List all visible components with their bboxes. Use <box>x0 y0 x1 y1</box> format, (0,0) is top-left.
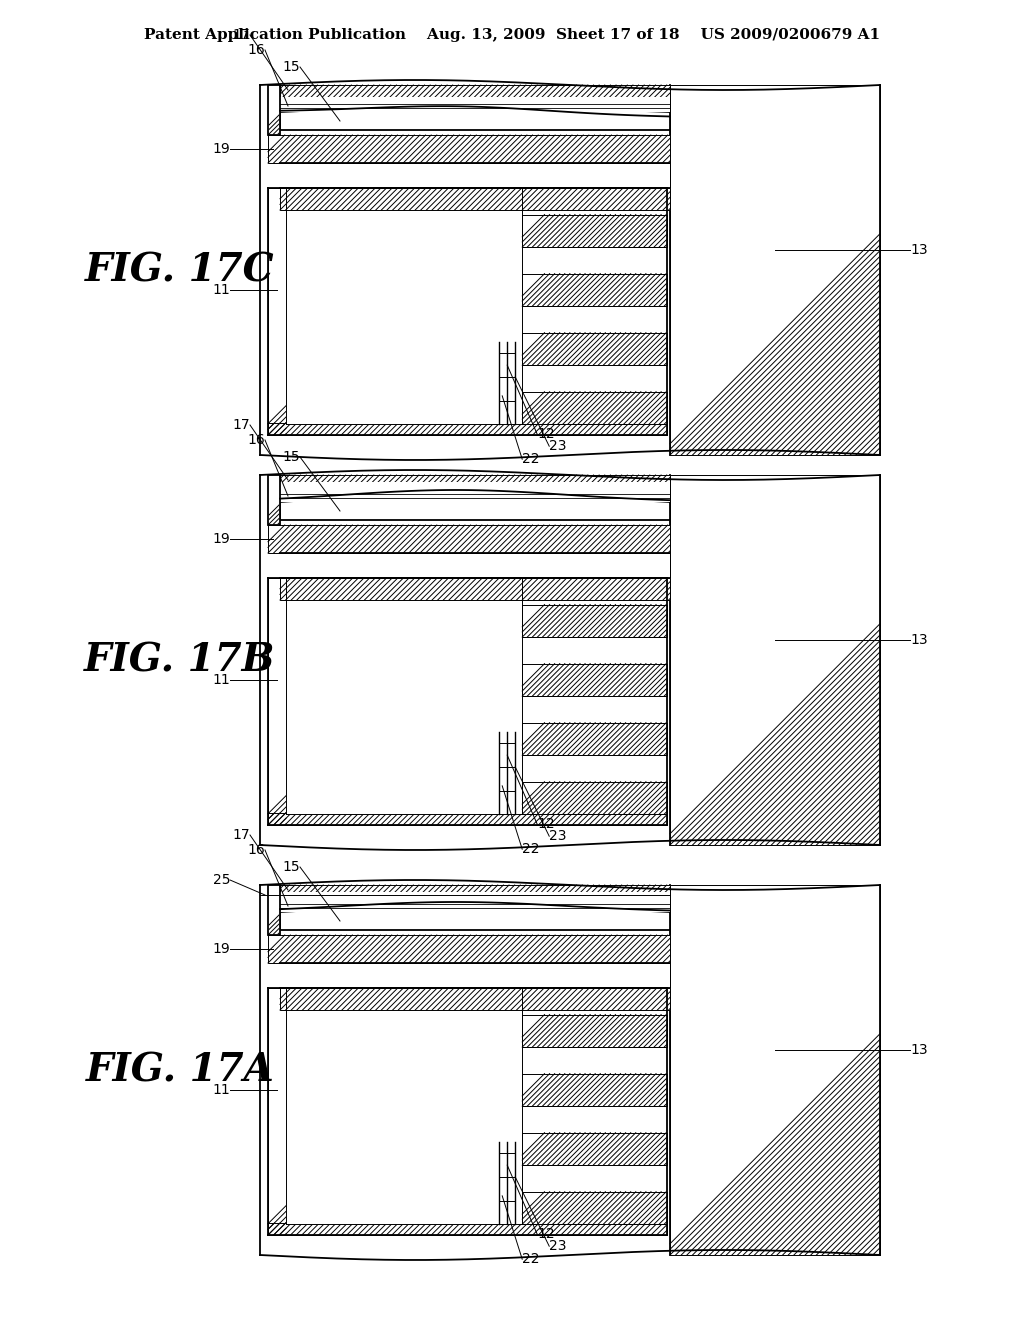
Polygon shape <box>286 187 667 424</box>
Text: 11: 11 <box>212 282 230 297</box>
Text: 23: 23 <box>549 829 566 843</box>
Text: 13: 13 <box>910 634 928 647</box>
Polygon shape <box>268 987 286 1236</box>
Polygon shape <box>280 964 670 987</box>
Polygon shape <box>670 884 880 1255</box>
Text: 17: 17 <box>232 828 250 842</box>
Text: 22: 22 <box>522 453 540 466</box>
Polygon shape <box>268 84 280 135</box>
Polygon shape <box>280 900 670 912</box>
Polygon shape <box>280 187 670 210</box>
Text: FIG. 17C: FIG. 17C <box>85 251 274 289</box>
Polygon shape <box>280 902 670 931</box>
Polygon shape <box>280 162 670 187</box>
Text: 22: 22 <box>522 1253 540 1266</box>
Text: 11: 11 <box>212 673 230 686</box>
Polygon shape <box>280 987 670 1010</box>
Polygon shape <box>280 884 670 900</box>
Polygon shape <box>522 392 667 424</box>
Text: 16: 16 <box>247 433 265 447</box>
Polygon shape <box>280 96 670 112</box>
Polygon shape <box>280 553 670 578</box>
Polygon shape <box>522 664 667 696</box>
Polygon shape <box>268 135 670 162</box>
Polygon shape <box>268 1224 667 1236</box>
Text: FIG. 17A: FIG. 17A <box>86 1051 274 1089</box>
Polygon shape <box>522 722 667 755</box>
Polygon shape <box>522 1192 667 1224</box>
Text: 19: 19 <box>212 942 230 956</box>
Text: Patent Application Publication    Aug. 13, 2009  Sheet 17 of 18    US 2009/02006: Patent Application Publication Aug. 13, … <box>144 28 880 42</box>
Polygon shape <box>522 1073 667 1106</box>
Text: 17: 17 <box>232 418 250 432</box>
Polygon shape <box>670 84 880 455</box>
Text: FIG. 17B: FIG. 17B <box>84 642 275 678</box>
Text: 23: 23 <box>549 1239 566 1253</box>
Text: 23: 23 <box>549 440 566 453</box>
Polygon shape <box>280 892 670 912</box>
Polygon shape <box>280 100 670 112</box>
Text: 12: 12 <box>538 1228 555 1241</box>
Polygon shape <box>286 987 667 1224</box>
Text: 16: 16 <box>247 44 265 57</box>
Polygon shape <box>522 215 667 247</box>
Polygon shape <box>268 578 286 825</box>
Polygon shape <box>268 884 280 935</box>
Polygon shape <box>280 578 670 601</box>
Text: 15: 15 <box>283 861 300 874</box>
Text: 22: 22 <box>522 842 540 857</box>
Text: 13: 13 <box>910 243 928 257</box>
Polygon shape <box>280 475 670 490</box>
Polygon shape <box>280 104 670 129</box>
Polygon shape <box>522 1133 667 1166</box>
Polygon shape <box>670 475 880 845</box>
Polygon shape <box>268 187 286 436</box>
Polygon shape <box>280 84 670 100</box>
Text: 25: 25 <box>213 873 230 887</box>
Polygon shape <box>522 333 667 366</box>
Polygon shape <box>280 490 670 520</box>
Polygon shape <box>522 1015 667 1047</box>
Polygon shape <box>268 813 667 825</box>
Polygon shape <box>280 490 670 502</box>
Text: 11: 11 <box>212 1082 230 1097</box>
Polygon shape <box>522 273 667 306</box>
Text: 12: 12 <box>538 817 555 832</box>
Polygon shape <box>522 605 667 638</box>
Text: 13: 13 <box>910 1043 928 1057</box>
Polygon shape <box>280 482 670 502</box>
Text: 19: 19 <box>212 143 230 156</box>
Polygon shape <box>522 781 667 814</box>
Polygon shape <box>268 935 670 964</box>
Text: 19: 19 <box>212 532 230 546</box>
Text: 12: 12 <box>538 428 555 441</box>
Text: 17: 17 <box>232 28 250 42</box>
Polygon shape <box>268 475 280 525</box>
Text: 15: 15 <box>283 59 300 74</box>
Polygon shape <box>268 525 670 553</box>
Polygon shape <box>286 578 667 814</box>
Text: 15: 15 <box>283 450 300 465</box>
Text: 16: 16 <box>247 843 265 857</box>
Polygon shape <box>268 422 667 436</box>
